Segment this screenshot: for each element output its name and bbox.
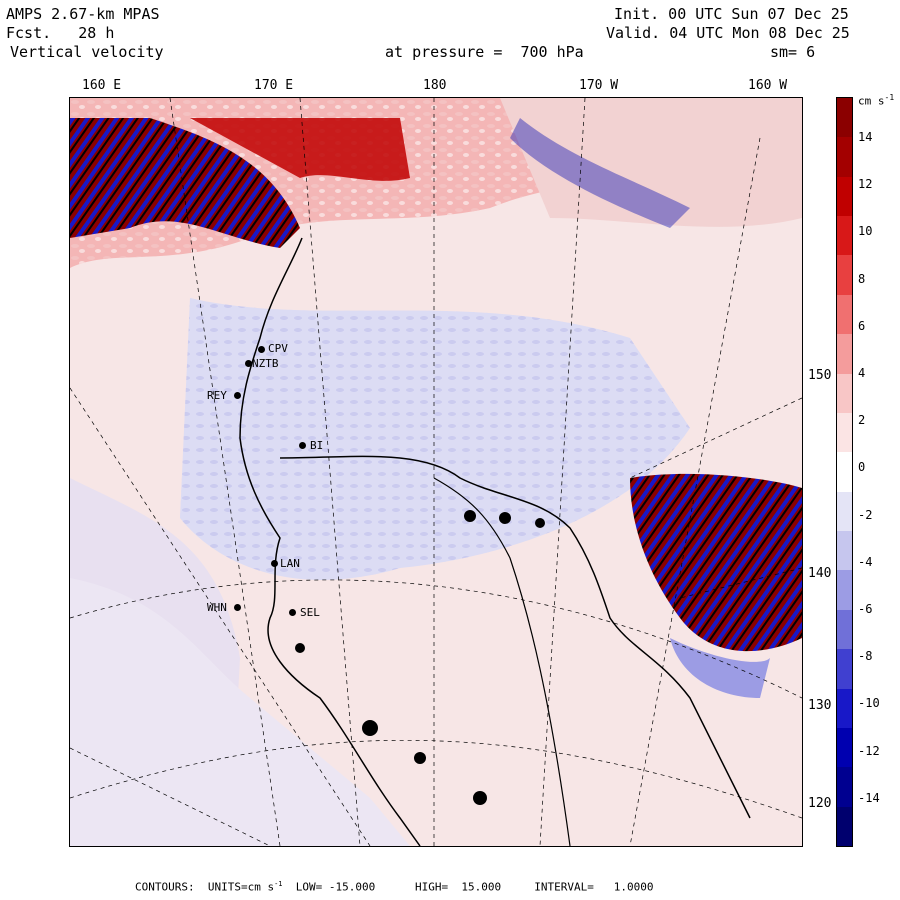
- colorbar-swatch: [837, 216, 852, 256]
- colorbar-swatch: [837, 452, 852, 493]
- station-dot-lan: [271, 560, 278, 567]
- colorbar-swatch: [837, 491, 852, 532]
- colorbar-tick-label: 2: [858, 413, 866, 428]
- station-label-lan: LAN: [280, 557, 300, 570]
- colorbar-swatch: [837, 255, 852, 296]
- northeast-field: [500, 98, 802, 227]
- colorbar-swatch: [837, 137, 852, 178]
- station-label-rey: REY: [207, 389, 227, 402]
- blue-streak-east: [670, 638, 770, 698]
- footer-interval: INTERVAL= 1.0000: [534, 880, 654, 894]
- pressure-level: at pressure = 700 hPa: [385, 43, 584, 61]
- lon-label-180: 180: [423, 78, 447, 93]
- lon-label-170e: 170 E: [254, 78, 294, 93]
- footer-units: UNITS=cm s: [207, 880, 275, 894]
- map-svg: [70, 98, 802, 846]
- footer: CONTOURS: UNITS=cm s-1 LOW= -15.000 HIGH…: [135, 880, 653, 894]
- station-label-bi: BI: [310, 439, 324, 452]
- footer-low: LOW= -15.000: [295, 880, 376, 894]
- lon-label-170w: 170 W: [579, 78, 619, 93]
- colorbar-tick-label: -14: [858, 790, 880, 805]
- colorbar-swatch: [837, 609, 852, 650]
- footer-contours: CONTOURS:: [135, 880, 195, 894]
- colorbar-tick-label: -4: [858, 554, 873, 569]
- station-dot-bi: [299, 442, 306, 449]
- colorbar-tick-label: 0: [858, 460, 866, 475]
- colorbar-swatch: [837, 294, 852, 335]
- colorbar-tick-label: -12: [858, 743, 880, 758]
- colorbar-swatch: [837, 570, 852, 611]
- northeast-waves: [510, 118, 690, 228]
- colorbar-tick-label: -6: [858, 602, 873, 616]
- colorbar-tick-label: -2: [858, 507, 873, 522]
- colorbar-tick-label: 12: [858, 177, 873, 192]
- colorbar-swatch: [837, 531, 852, 571]
- map-panel: CPV NZTB REY BI LAN WHN SEL: [69, 97, 803, 847]
- colorbar-swatch: [837, 334, 852, 375]
- colorbar-tick-label: 4: [858, 366, 866, 380]
- colorbar-units: cm s-1: [858, 93, 895, 108]
- south-plateau: [70, 578, 410, 846]
- colorbar-swatch: [837, 176, 852, 217]
- colorbar-tick-label: 14: [858, 130, 873, 144]
- station-label-whn: WHN: [207, 601, 227, 614]
- station-dot-rey: [234, 392, 241, 399]
- colorbar: [836, 97, 853, 847]
- colorbar-swatch: [837, 806, 852, 847]
- colorbar-tick-label: 10: [858, 224, 873, 239]
- colorbar-tick-label: 6: [858, 318, 866, 333]
- footer-high: HIGH= 15.000: [415, 880, 502, 894]
- convective-cells: [295, 510, 545, 805]
- colorbar-swatch: [837, 649, 852, 690]
- red-core-north: [190, 118, 410, 181]
- smoothing: sm= 6: [770, 43, 816, 61]
- colorbar-swatch: [837, 767, 852, 808]
- colorbar-swatch: [837, 98, 852, 138]
- lon-label-160w: 160 W: [748, 78, 788, 93]
- valid-time: Valid. 04 UTC Mon 08 Dec 25: [606, 24, 850, 42]
- ice-shelf-front: [279, 455, 751, 819]
- station-label-sel: SEL: [300, 606, 320, 619]
- lon-label-160e: 160 E: [82, 78, 122, 93]
- wave-region-northwest: [70, 118, 300, 248]
- colorbar-tick-label: -8: [858, 649, 873, 664]
- station-dot-nztb: [245, 360, 252, 367]
- footer-units-exp: -1: [274, 880, 283, 888]
- graticule: [70, 98, 802, 846]
- station-dot-sel: [289, 609, 296, 616]
- colorbar-swatch: [837, 373, 852, 414]
- colorbar-swatch: [837, 727, 852, 768]
- colorbar-tick-label: 8: [858, 271, 866, 286]
- wave-region-east: [630, 473, 802, 652]
- colorbar-swatch: [837, 412, 852, 453]
- colorbar-swatch: [837, 688, 852, 729]
- grounding-line: [433, 477, 571, 846]
- station-label-cpv: CPV: [268, 342, 288, 355]
- field-name: Vertical velocity: [10, 43, 164, 61]
- colorbar-tick-label: -10: [858, 696, 880, 711]
- station-dot-whn: [234, 604, 241, 611]
- station-label-nztb: NZTB: [252, 357, 279, 370]
- forecast-hour: Fcst. 28 h: [6, 24, 115, 42]
- init-time: Init. 00 UTC Sun 07 Dec 25: [614, 5, 849, 23]
- station-dot-cpv: [258, 346, 265, 353]
- blue-noise-ross: [180, 298, 690, 580]
- coastline-west: [239, 237, 421, 846]
- model-title: AMPS 2.67-km MPAS: [6, 5, 160, 23]
